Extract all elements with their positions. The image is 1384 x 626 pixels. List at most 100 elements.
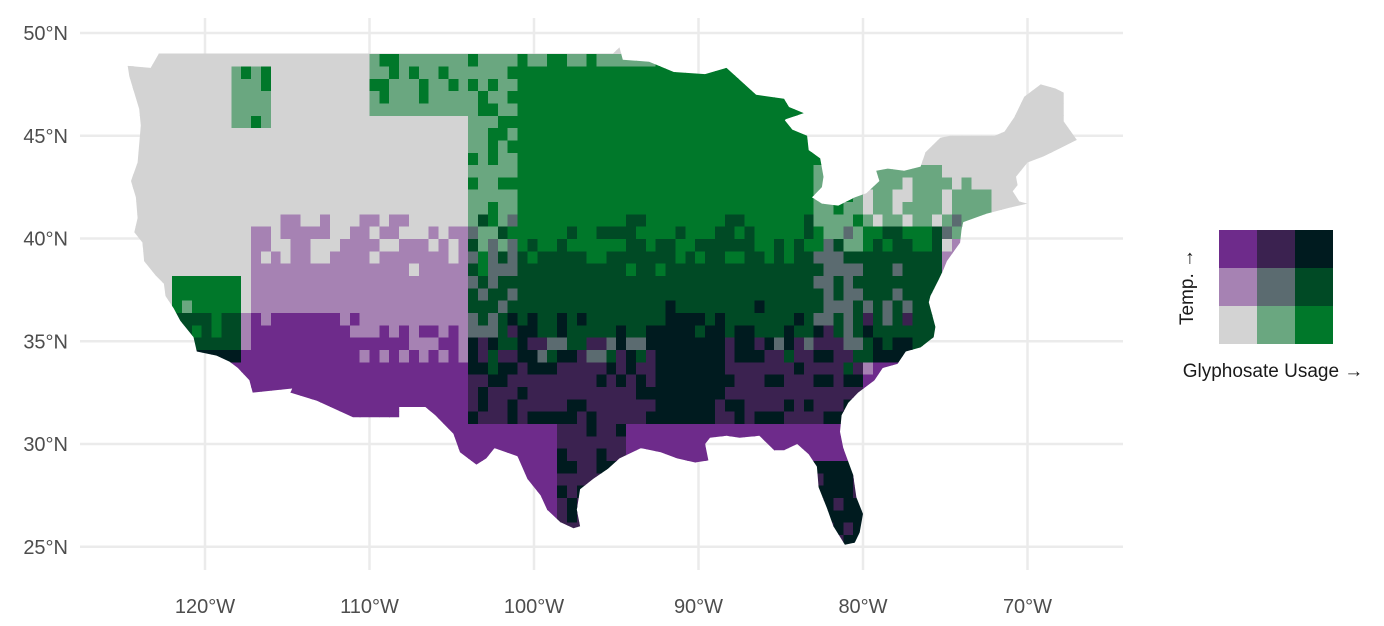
county-cell <box>892 127 904 141</box>
county-cell <box>665 189 677 203</box>
county-cell <box>616 226 627 240</box>
county-cell <box>734 398 746 412</box>
county-cell <box>1060 226 1071 240</box>
county-cell <box>142 522 153 535</box>
county-cell <box>182 361 193 375</box>
county-cell <box>685 386 696 400</box>
county-cell <box>714 349 726 363</box>
county-cell <box>428 65 440 79</box>
county-cell <box>655 324 667 338</box>
county-cell <box>724 90 736 104</box>
county-cell <box>231 497 242 511</box>
county-cell <box>1011 448 1022 461</box>
county-cell <box>784 189 795 203</box>
county-cell <box>260 238 272 252</box>
county-cell <box>774 90 785 104</box>
county-cell <box>1040 275 1052 289</box>
county-cell <box>349 460 361 474</box>
county-cell <box>695 139 706 153</box>
county-cell <box>1011 238 1022 252</box>
county-cell <box>241 448 252 461</box>
county-cell <box>922 435 933 449</box>
county-cell <box>1001 226 1012 240</box>
county-cell <box>182 547 193 560</box>
county-cell <box>942 152 953 166</box>
county-cell <box>418 47 430 55</box>
county-cell <box>172 522 183 535</box>
county-cell <box>517 164 528 178</box>
county-cell <box>212 547 223 560</box>
county-cell <box>823 139 834 153</box>
county-cell <box>833 53 844 67</box>
county-cell <box>260 398 272 412</box>
county-cell <box>497 152 509 166</box>
county-cell <box>438 189 450 203</box>
county-cell <box>1001 349 1012 363</box>
county-cell <box>1020 189 1032 203</box>
county-cell <box>1060 349 1071 363</box>
county-cell <box>1060 127 1071 141</box>
county-cell <box>981 127 992 141</box>
county-cell <box>349 152 361 166</box>
county-cell <box>428 435 440 449</box>
county-cell <box>1040 534 1052 545</box>
county-cell <box>1020 398 1032 412</box>
county-cell <box>1001 460 1012 474</box>
county-cell <box>734 47 746 55</box>
county-cell <box>853 287 864 301</box>
county-cell <box>389 90 400 104</box>
county-cell <box>636 213 647 227</box>
county-cell <box>1060 275 1071 289</box>
county-cell <box>399 337 410 350</box>
county-cell <box>705 201 716 215</box>
county-cell <box>616 312 627 326</box>
county-cell <box>448 497 459 511</box>
county-cell <box>428 226 440 240</box>
county-cell <box>517 534 528 545</box>
county-cell <box>576 361 588 375</box>
county-cell <box>251 300 262 313</box>
county-cell <box>1060 324 1071 338</box>
county-cell <box>951 152 963 166</box>
county-cell <box>448 522 459 535</box>
county-cell <box>705 374 716 387</box>
county-cell <box>695 201 706 215</box>
county-cell <box>566 448 578 461</box>
county-cell <box>330 337 341 350</box>
county-cell <box>833 164 844 178</box>
county-cell <box>833 300 844 313</box>
county-cell <box>981 349 992 363</box>
county-cell <box>369 115 380 129</box>
county-cell <box>586 349 598 363</box>
county-cell <box>359 90 371 104</box>
county-cell <box>961 127 973 141</box>
county-cell <box>191 90 203 104</box>
county-cell <box>127 386 134 400</box>
county-cell <box>320 485 331 498</box>
county-cell <box>971 176 983 190</box>
county-cell <box>1001 448 1012 461</box>
county-cell <box>241 127 252 141</box>
county-cell <box>606 386 617 400</box>
county-cell <box>191 78 203 92</box>
county-cell <box>892 263 904 277</box>
county-cell <box>339 485 351 498</box>
county-cell <box>675 189 686 203</box>
county-cell <box>478 226 489 240</box>
county-cell <box>626 386 637 400</box>
county-cell <box>665 485 677 498</box>
county-cell <box>162 226 173 240</box>
county-cell <box>754 460 765 474</box>
county-cell <box>270 398 282 412</box>
county-cell <box>1020 152 1032 166</box>
county-cell <box>764 127 775 141</box>
county-cell <box>586 152 598 166</box>
county-cell <box>951 250 963 264</box>
county-cell <box>409 263 420 277</box>
county-cell <box>1011 423 1022 437</box>
county-cell <box>872 189 884 203</box>
county-cell <box>872 250 884 264</box>
county-cell <box>1080 276 1091 289</box>
county-cell <box>882 435 894 449</box>
county-cell <box>369 398 380 412</box>
